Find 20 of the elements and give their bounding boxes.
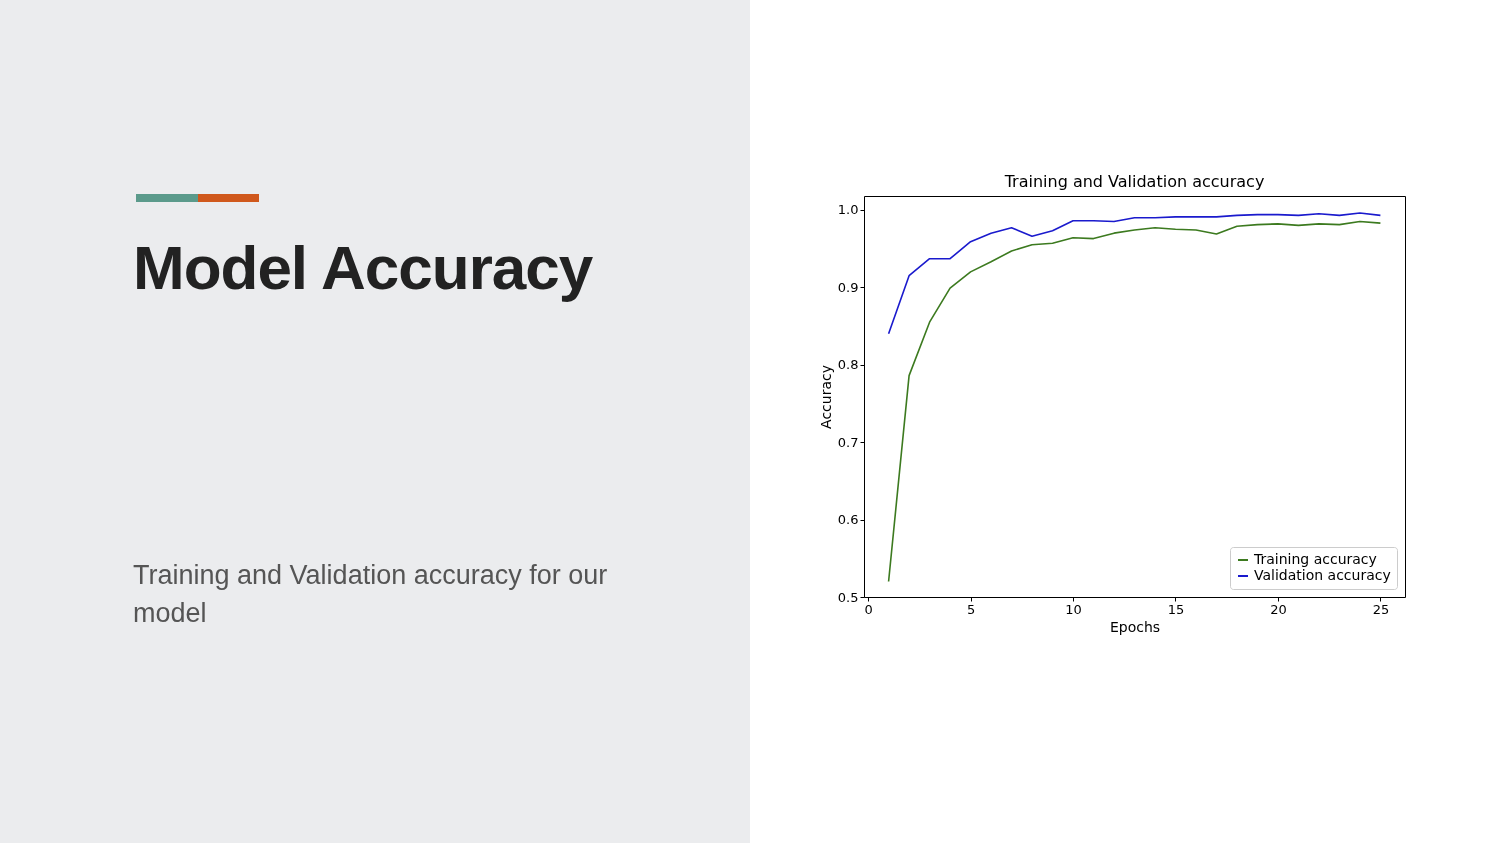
text: Model Accuracy	[133, 232, 593, 303]
y-tick-label: 0.9	[837, 279, 859, 295]
text: Training and Validation accuracy for our model	[133, 559, 609, 630]
y-tick-label: 0.6	[837, 512, 859, 528]
x-tick-label: 25	[1372, 601, 1390, 617]
line-series	[887, 212, 1382, 335]
y-tick-label: 0.7	[837, 434, 859, 450]
x-tick-label: 20	[1270, 601, 1287, 617]
legend-label: Validation accuracy	[1254, 567, 1391, 583]
x-tick-label: 5	[966, 601, 976, 617]
y-tick-label: 0.8	[837, 357, 859, 373]
x-tick-label: 15	[1167, 601, 1185, 617]
x-tick-label: 10	[1065, 601, 1082, 617]
y-tick-label: 1.0	[837, 202, 859, 218]
y-tick-label: 0.5	[837, 589, 859, 605]
x-tick-label: 0	[864, 601, 873, 617]
chart-title: Training and Validation accuracy	[1003, 172, 1265, 191]
x-axis-title: Epochs	[1109, 618, 1161, 635]
y-axis-title: Accuracy	[817, 365, 834, 429]
legend-label: Training accuracy	[1253, 551, 1377, 567]
